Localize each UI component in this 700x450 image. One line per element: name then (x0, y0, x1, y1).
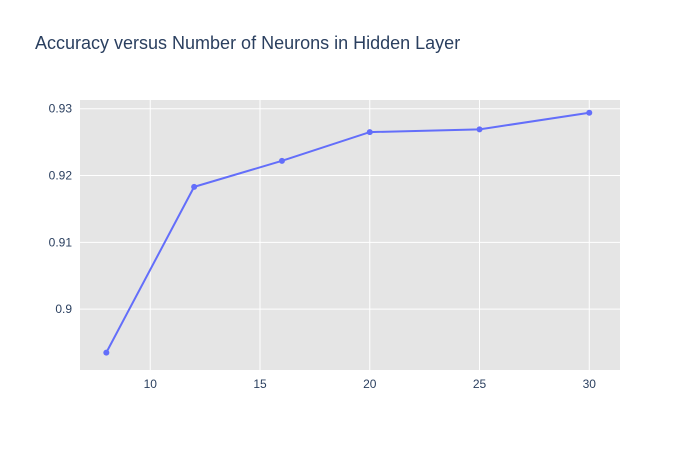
series-line (105, 111, 590, 354)
data-point (191, 183, 198, 190)
x-tick-label: 30 (583, 377, 597, 391)
data-point (586, 109, 593, 116)
y-tick-label: 0.91 (49, 235, 73, 249)
plot-area (80, 100, 620, 370)
data-point (476, 126, 483, 133)
chart-title: Accuracy versus Number of Neurons in Hid… (35, 33, 461, 53)
data-point (278, 157, 285, 164)
tick-labels: 10 15 20 25 30 0.9 0.91 0.92 0.93 (49, 102, 597, 391)
grid-lines (80, 100, 620, 370)
data-points (103, 109, 593, 356)
x-tick-label: 20 (363, 377, 377, 391)
x-tick-label: 25 (473, 377, 487, 391)
data-point (366, 129, 373, 136)
y-tick-label: 0.92 (49, 169, 73, 183)
y-tick-label: 0.93 (49, 102, 73, 116)
x-tick-label: 10 (144, 377, 158, 391)
x-tick-label: 15 (253, 377, 267, 391)
y-tick-label: 0.9 (55, 302, 72, 316)
data-point (103, 349, 110, 356)
